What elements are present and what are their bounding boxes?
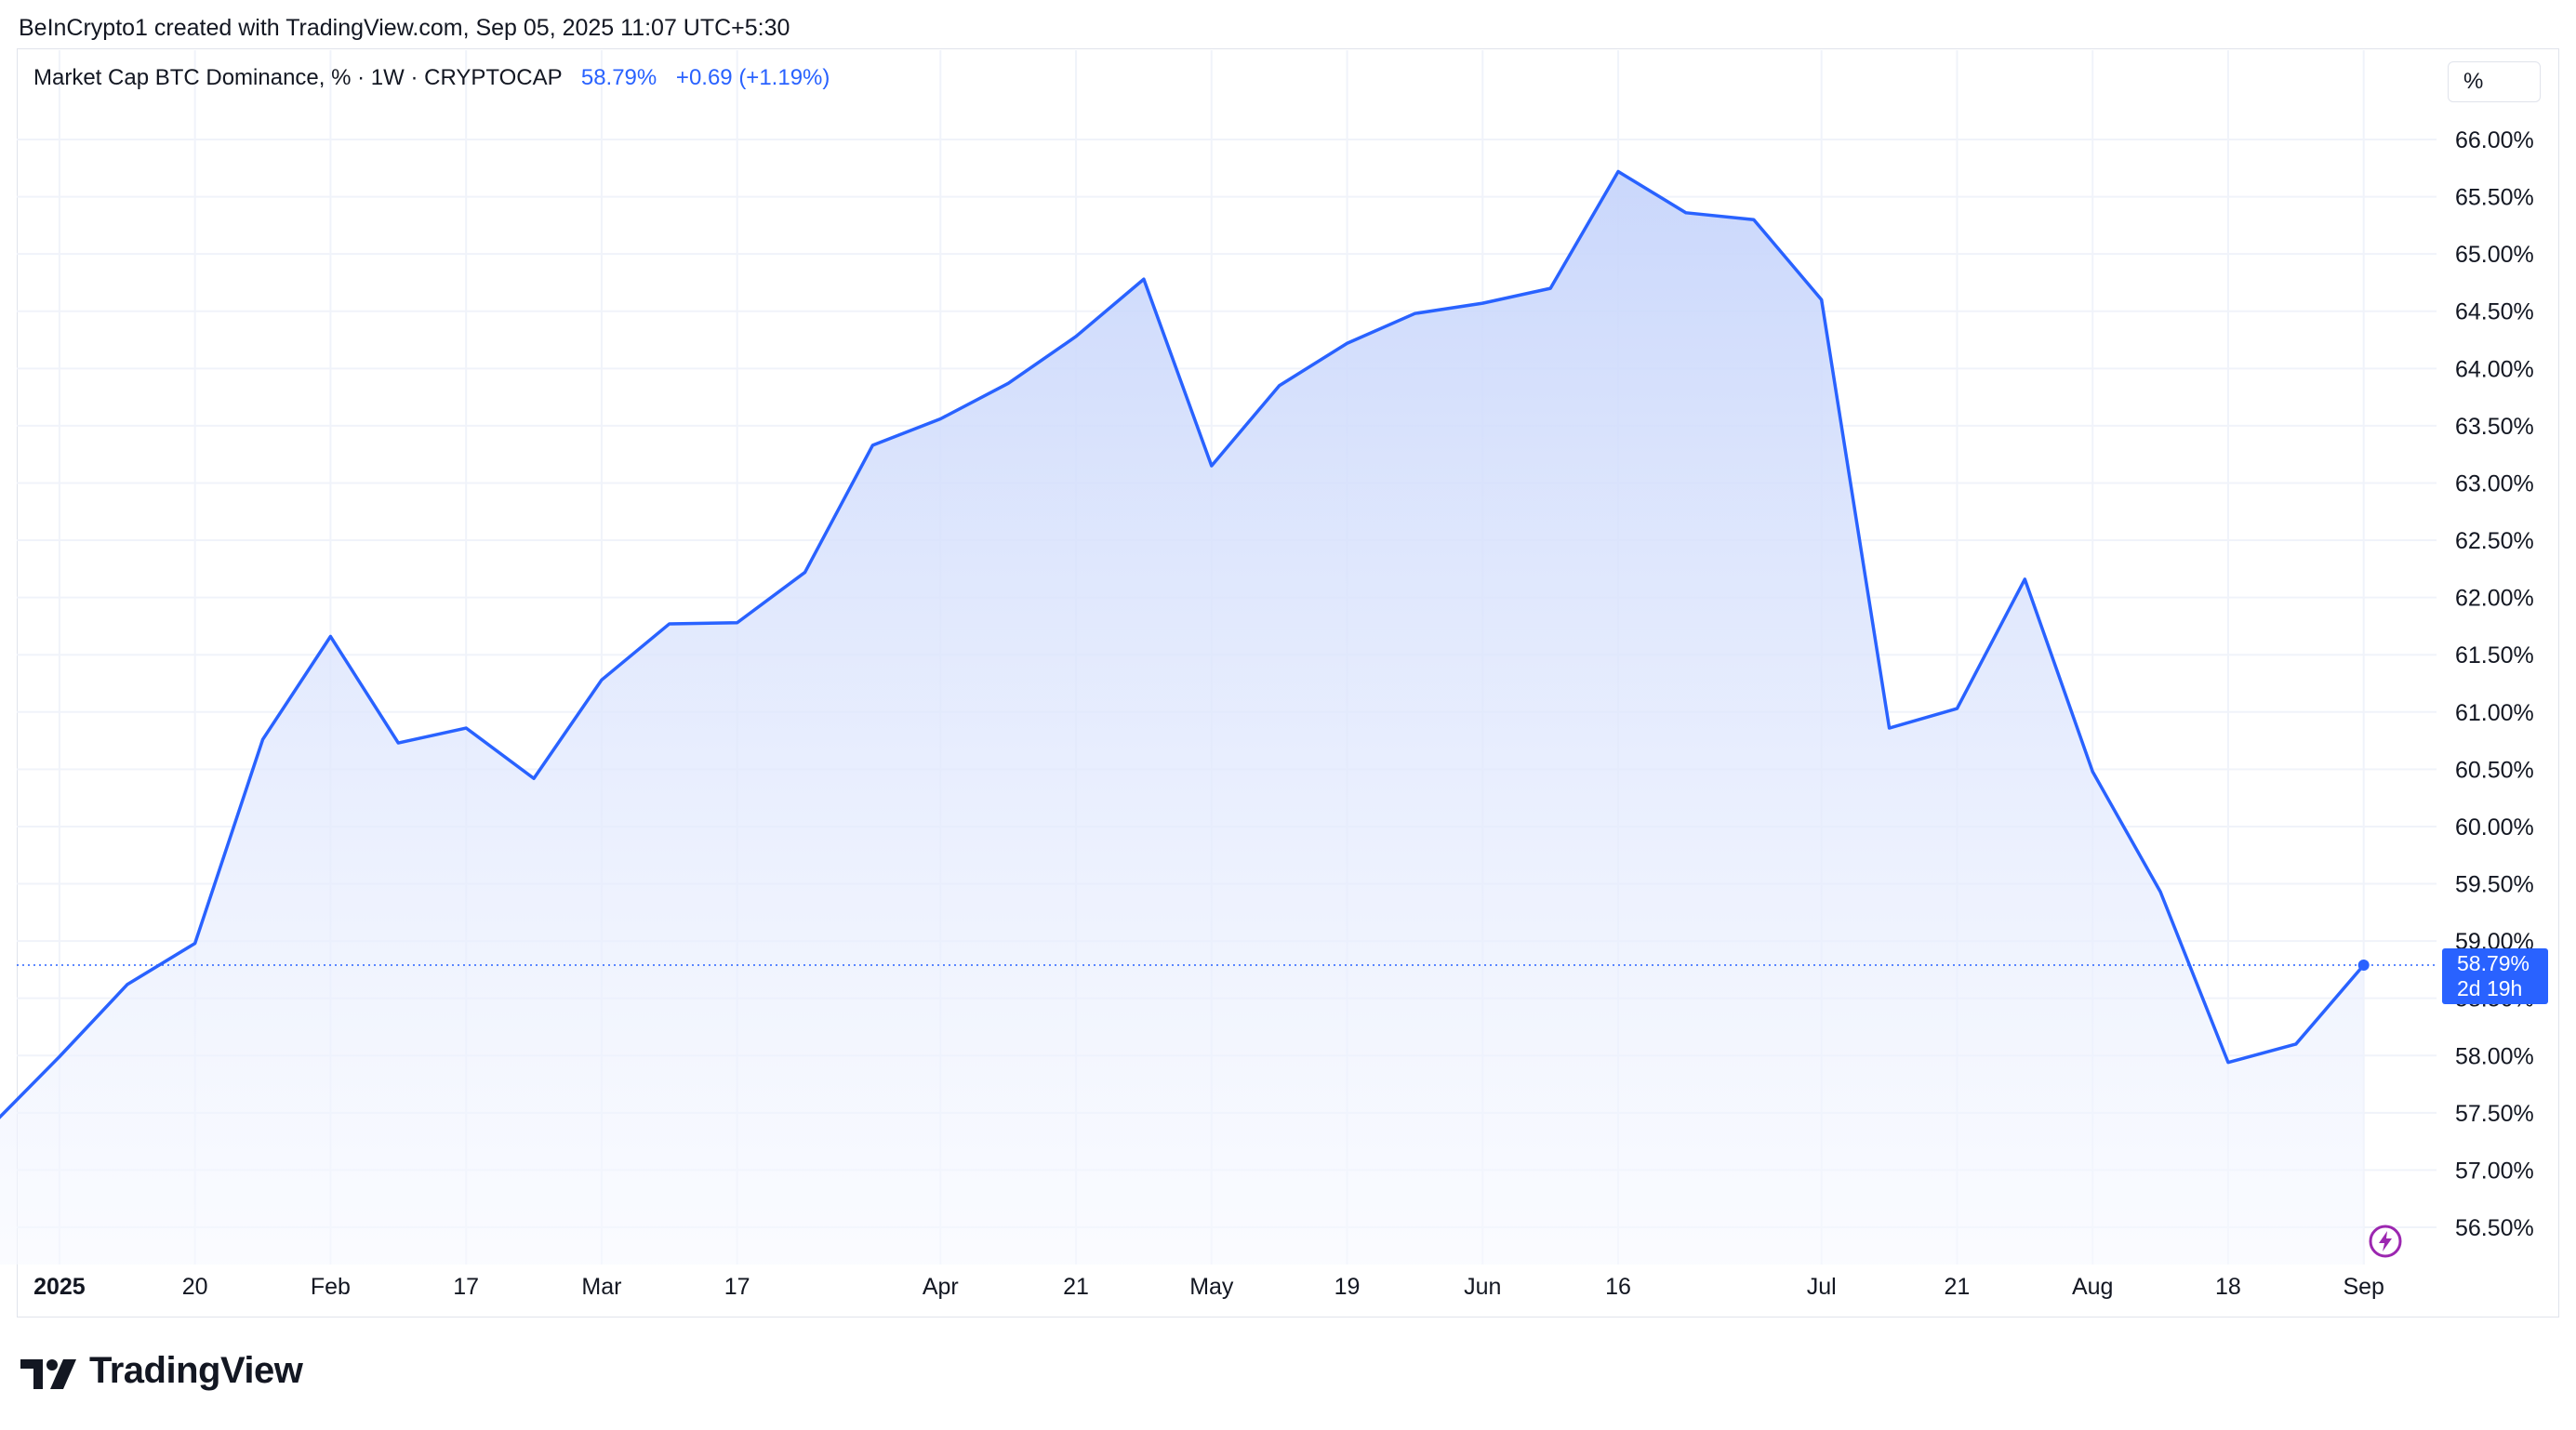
x-axis: 2025 20 Feb 17 Mar 17 Apr 21 May 19 Jun 16 Jul 21 Aug 1…	[33, 1274, 2384, 1300]
legend-symbol[interactable]: Market Cap BTC Dominance, % · 1W · CRYPT…	[33, 65, 563, 90]
last-price-value: 58.79%	[2457, 951, 2530, 975]
y-tick-label: 66.00%	[2455, 127, 2534, 153]
y-tick-label: 63.50%	[2455, 414, 2534, 440]
y-tick-label: 61.00%	[2455, 700, 2534, 726]
x-tick-label: Mar	[581, 1274, 621, 1300]
x-tick-label: 20	[182, 1274, 208, 1300]
x-tick-label: 17	[724, 1274, 750, 1300]
y-tick-label: 61.50%	[2455, 642, 2534, 669]
y-tick-label: 64.00%	[2455, 356, 2534, 382]
y-tick-label: 65.50%	[2455, 185, 2534, 211]
legend-last-value: 58.79%	[580, 65, 657, 90]
tradingview-wordmark: TradingView	[89, 1350, 303, 1391]
last-price-tag: 58.79% 2d 19h	[2442, 948, 2548, 1004]
y-axis: 56.50%57.00%57.50%58.00%58.50%59.00%59.5…	[2455, 127, 2534, 1241]
y-tick-label: 57.00%	[2455, 1158, 2534, 1184]
series-line-layer	[0, 169, 2437, 1125]
x-tick-label: 18	[2215, 1274, 2241, 1300]
y-tick-label: 65.00%	[2455, 242, 2534, 268]
x-tick-label: May	[1189, 1274, 1234, 1300]
tradingview-logo-icon	[20, 1359, 76, 1389]
x-tick-label: Jun	[1464, 1274, 1501, 1300]
chart-credit: BeInCrypto1 created with TradingView.com…	[19, 15, 790, 41]
x-tick-label: 2025	[33, 1274, 86, 1300]
x-tick-label: 17	[453, 1274, 479, 1300]
y-tick-label: 57.50%	[2455, 1101, 2534, 1127]
x-tick-label: 21	[1945, 1274, 1971, 1300]
legend-change: +0.69 (+1.19%)	[675, 65, 830, 90]
y-tick-label: 59.50%	[2455, 872, 2534, 898]
x-tick-label: 19	[1334, 1274, 1361, 1300]
lightning-icon[interactable]	[2368, 1224, 2403, 1259]
x-tick-label: Sep	[2343, 1274, 2383, 1300]
percent-scale-button[interactable]: %	[2448, 61, 2541, 102]
y-tick-label: 62.50%	[2455, 528, 2534, 554]
chart-legend[interactable]: Market Cap BTC Dominance, % · 1W · CRYPT…	[33, 65, 830, 91]
area-fill-layer	[0, 171, 2364, 1264]
x-tick-label: Feb	[311, 1274, 351, 1300]
y-tick-label: 56.50%	[2455, 1215, 2534, 1241]
y-tick-label: 60.00%	[2455, 814, 2534, 841]
x-tick-label: 21	[1063, 1274, 1089, 1300]
x-tick-label: Apr	[923, 1274, 959, 1300]
data-point	[2357, 959, 2370, 971]
series-line[interactable]	[0, 169, 2366, 1125]
x-tick-label: Aug	[2072, 1274, 2113, 1300]
x-tick-label: Jul	[1807, 1274, 1837, 1300]
x-tick-label: 16	[1605, 1274, 1631, 1300]
bar-countdown: 2d 19h	[2457, 976, 2523, 1000]
area-fill	[0, 171, 2364, 1264]
chart-pane[interactable]	[17, 48, 2559, 1317]
y-tick-label: 64.50%	[2455, 299, 2534, 325]
y-tick-label: 60.50%	[2455, 757, 2534, 783]
y-tick-label: 58.00%	[2455, 1043, 2534, 1069]
y-tick-label: 63.00%	[2455, 470, 2534, 497]
y-tick-label: 62.00%	[2455, 586, 2534, 612]
